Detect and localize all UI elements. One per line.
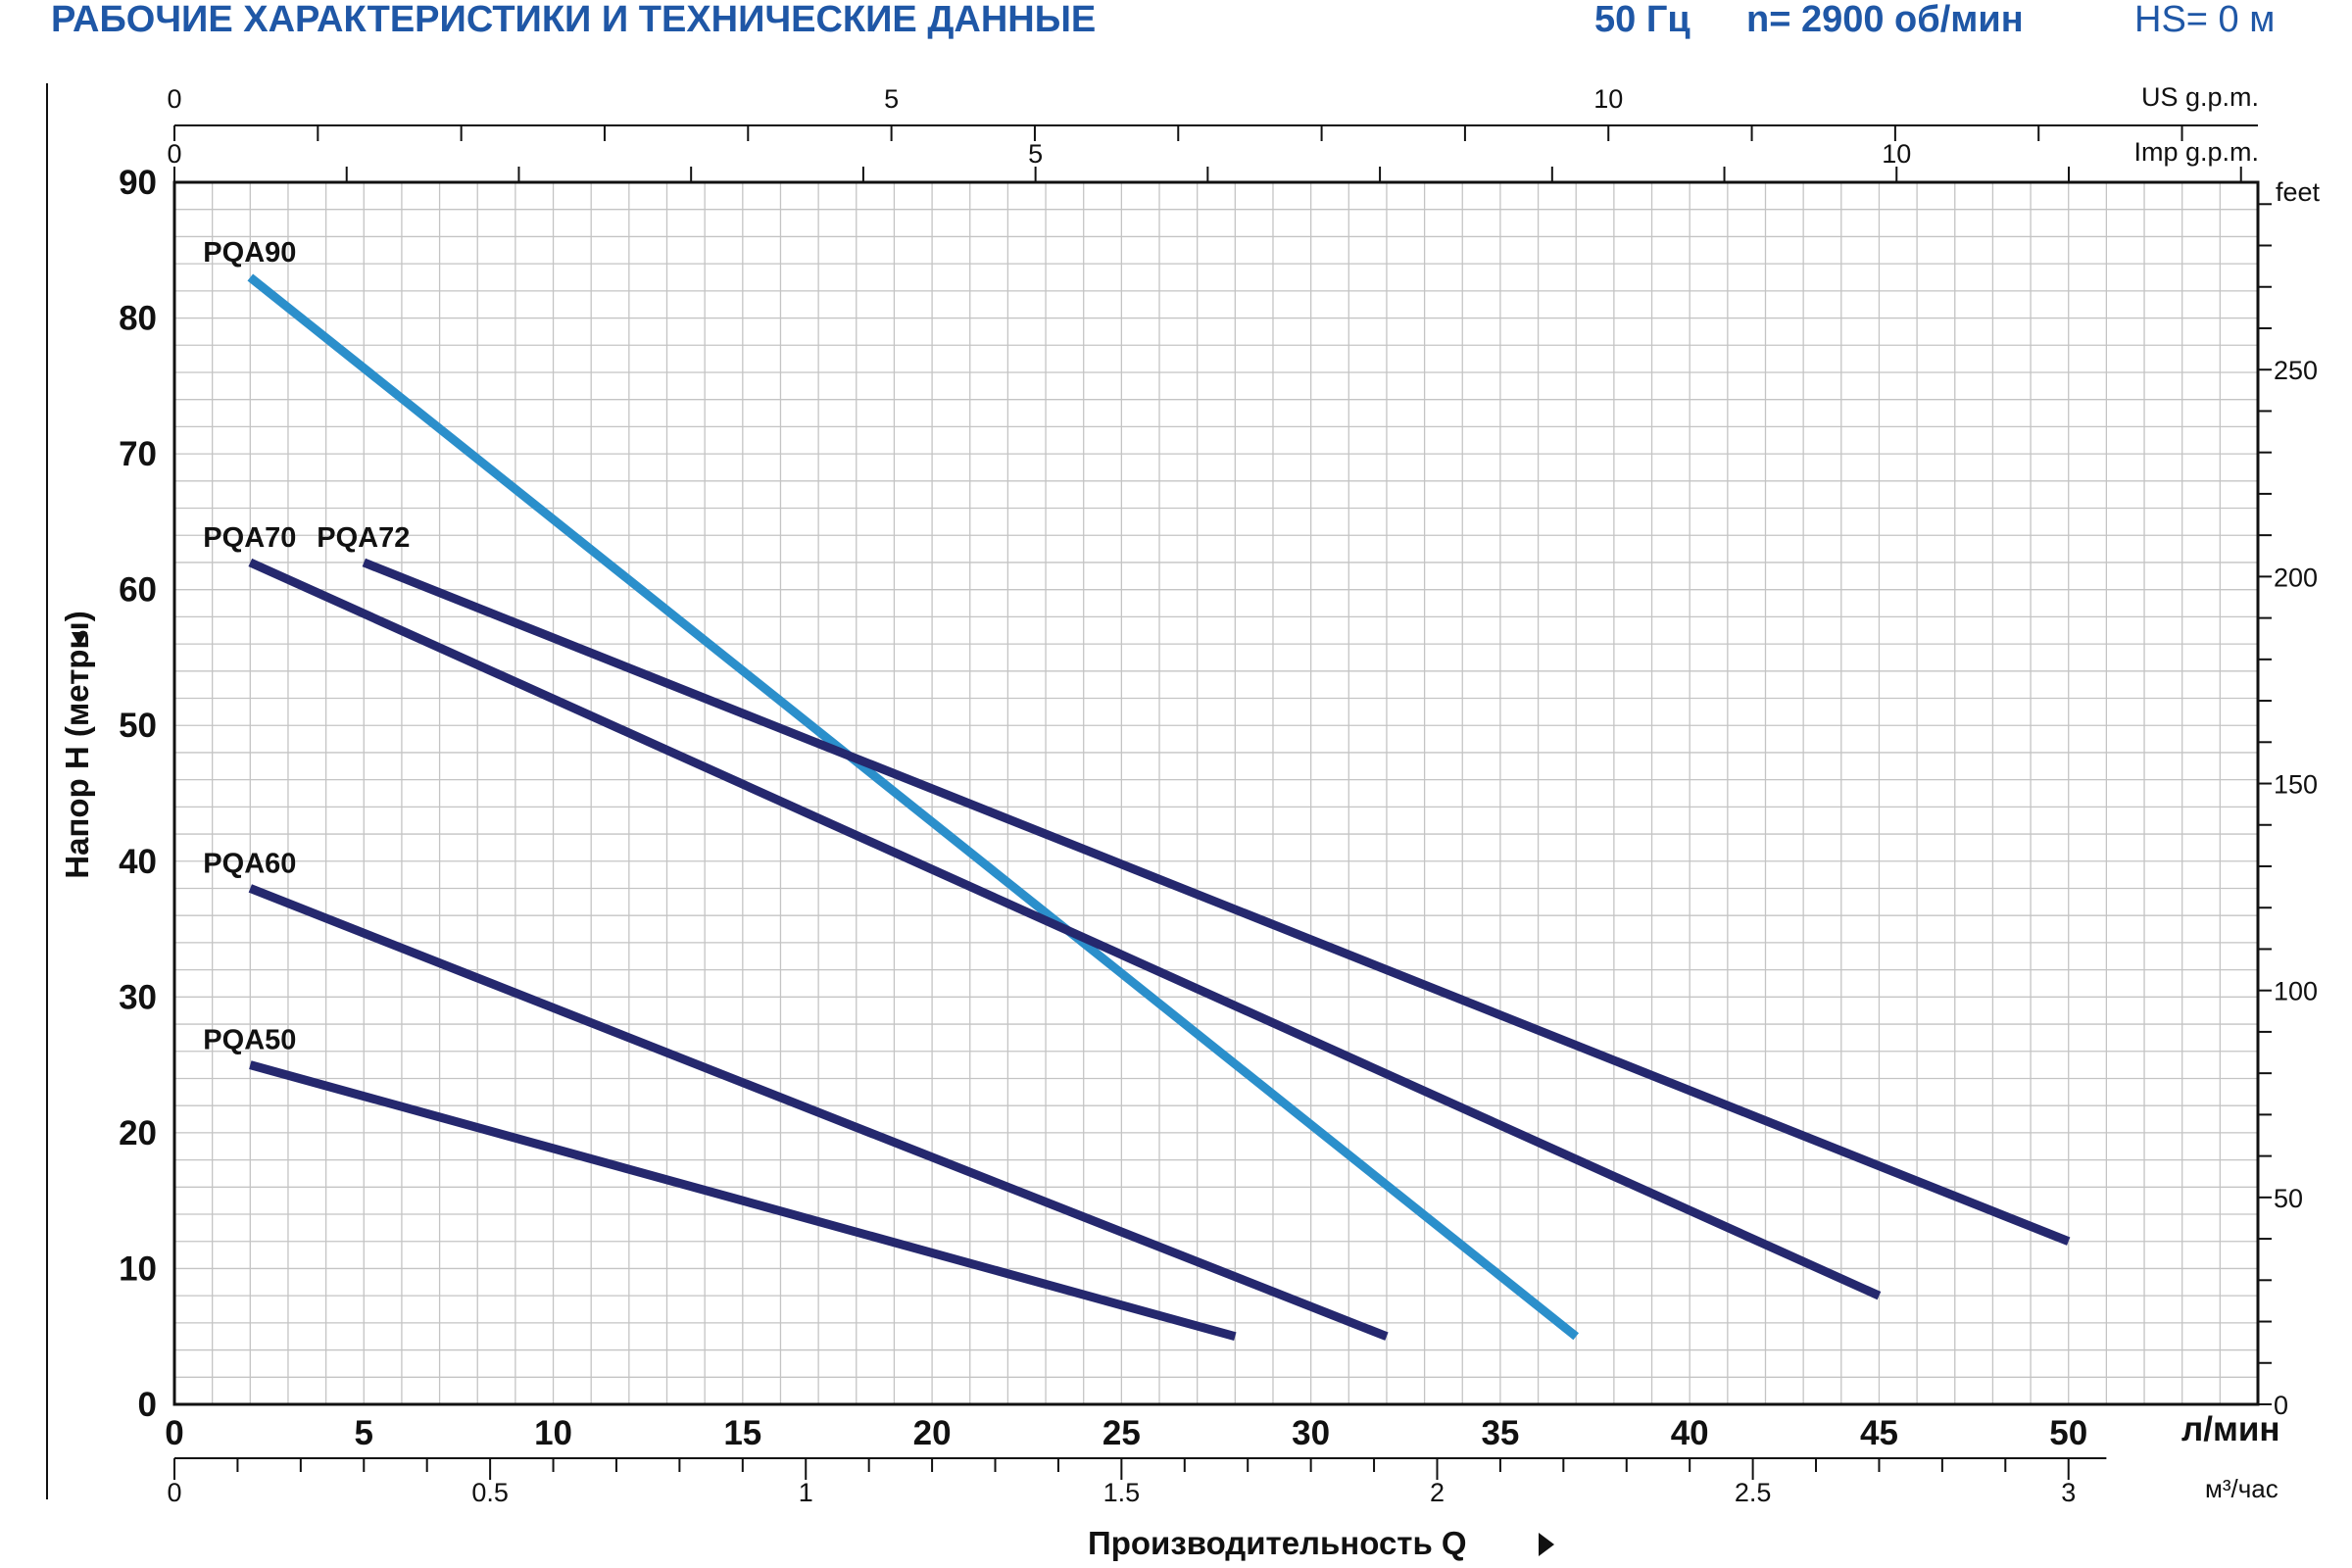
imp-gpm-tick-label: 0 [167,139,181,169]
feet-tick-label: 50 [2274,1184,2303,1213]
y-unit-feet: feet [2276,177,2321,207]
series-line-pqa72 [362,558,2071,1246]
x-tick-label: 35 [1481,1414,1519,1452]
series-line-pqa50 [249,1060,1237,1342]
imp-gpm-tick-label: 10 [1882,139,1911,169]
series-label-pqa72: PQA72 [317,522,410,554]
m3h-tick-label: 2 [1430,1478,1445,1507]
x-tick-label: 5 [355,1414,373,1452]
y-tick-label: 80 [119,300,157,338]
y-tick-label: 50 [119,707,157,745]
imp-gpm-tick-label: 5 [1028,139,1043,169]
x-tick-label: 10 [534,1414,572,1452]
x-tick-label: 0 [165,1414,183,1452]
y-tick-label: 0 [138,1386,157,1424]
us-gpm-tick-label: 5 [884,84,899,114]
m3h-tick-label: 0.5 [471,1478,509,1507]
x-axis-arrow-icon [1539,1533,1554,1556]
series-label-pqa50: PQA50 [203,1025,296,1056]
suction-height-label: HS= 0 м [2134,0,2275,40]
x-unit-lmin: л/мин [2181,1410,2280,1448]
us-gpm-tick-label: 0 [167,84,181,114]
y-tick-label: 10 [119,1250,157,1288]
x-tick-label: 25 [1102,1414,1141,1452]
frequency-label: 50 Гц [1594,0,1690,40]
x-tick-label: 45 [1860,1414,1898,1452]
plot-frame [172,180,2260,1406]
y-tick-label: 20 [119,1114,157,1152]
series-group: PQA90 PQA70 PQA72 PQA60 PQA50 [203,237,2071,1342]
m3h-tick-label: 1.5 [1103,1478,1141,1507]
x-unit-m3h: м³/час [2205,1474,2278,1503]
plot-border [172,180,2260,1406]
m3h-tick-label: 3 [2061,1478,2076,1507]
y-tick-label: 40 [119,843,157,881]
x-tick-label: 40 [1671,1414,1709,1452]
m3h-tick-label: 0 [167,1478,181,1507]
x-unit-us-gpm: US g.p.m. [2141,82,2259,112]
y-axis-title: Напор H (метры) [59,611,95,878]
series-line-pqa60 [248,884,1389,1341]
series-label-pqa60: PQA60 [203,848,296,879]
x-unit-imp-gpm: Imp g.p.m. [2133,137,2259,167]
y-tick-label: 60 [119,571,157,610]
y-tick-label: 30 [119,978,157,1016]
speed-label: n= 2900 об/мин [1746,0,2024,40]
x-tick-label: 30 [1292,1414,1330,1452]
x-tick-label: 15 [723,1414,761,1452]
series-label-pqa90: PQA90 [203,237,296,269]
series-line-pqa70 [248,558,1882,1300]
m3h-tick-label: 2.5 [1735,1478,1772,1507]
y-tick-label: 70 [119,435,157,473]
y-tick-label: 90 [119,164,157,202]
feet-tick-label: 150 [2274,770,2318,800]
us-gpm-tick-label: 10 [1593,84,1623,114]
feet-tick-label: 250 [2274,356,2318,385]
feet-tick-label: 200 [2274,563,2318,592]
x-tick-label: 50 [2049,1414,2087,1452]
feet-tick-label: 0 [2274,1391,2288,1420]
x-axis-title: Производительность Q [1088,1525,1467,1561]
series-line-pqa90 [247,273,1580,1341]
x-tick-label: 20 [913,1414,952,1452]
m3h-tick-label: 1 [799,1478,813,1507]
feet-tick-label: 100 [2274,977,2318,1006]
grid [174,182,2258,1404]
series-label-pqa70: PQA70 [203,522,296,554]
y-axis-arrow-icon [72,632,87,646]
chart-title: РАБОЧИЕ ХАРАКТЕРИСТИКИ И ТЕХНИЧЕСКИЕ ДАН… [51,0,1096,40]
